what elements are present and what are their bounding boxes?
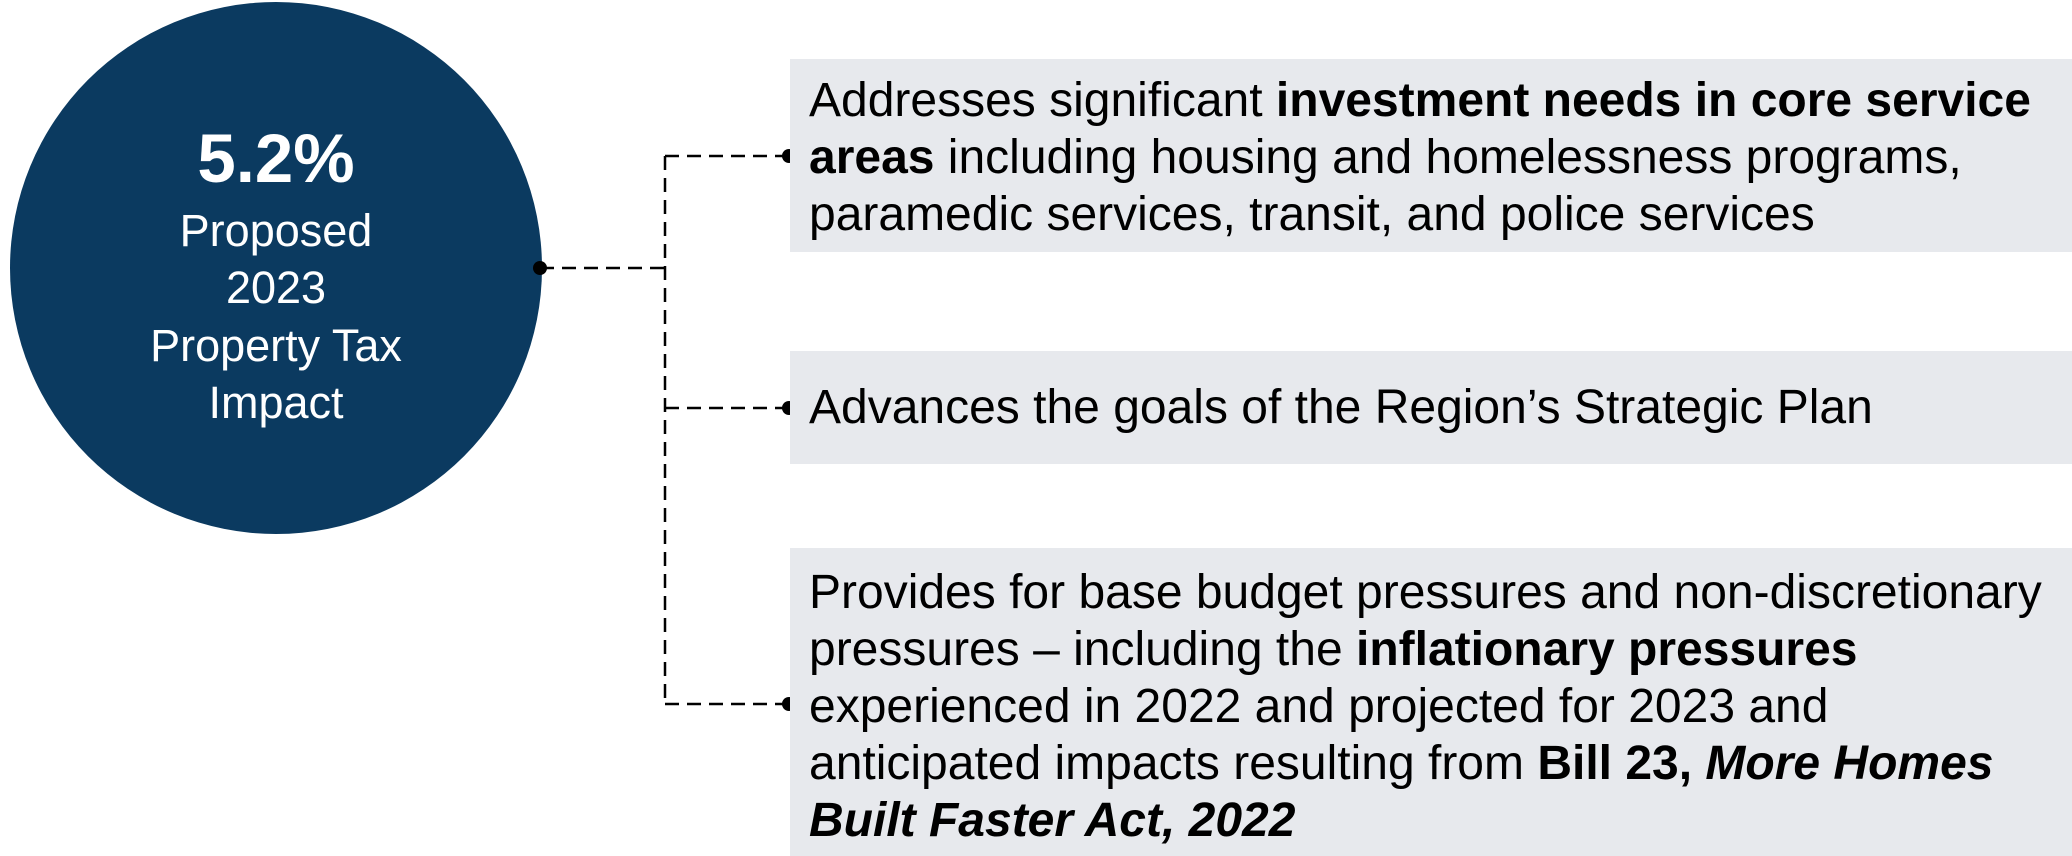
item-box: Addresses significant investment needs i… <box>790 59 2072 252</box>
item-box: Advances the goals of the Region’s Strat… <box>790 351 2072 464</box>
text-run: Bill 23, <box>1537 737 1706 790</box>
impact-label-line: Proposed <box>179 205 373 256</box>
text-run: investment needs in core service areas <box>809 74 2031 184</box>
impact-value: 5.2% <box>197 120 355 197</box>
item-text: Advances the goals of the Region’s Strat… <box>809 379 1873 436</box>
connectors <box>540 154 789 706</box>
text-run: Advances the goals of the Region’s Strat… <box>809 381 1873 434</box>
text-run: inflationary pressures <box>1355 623 1858 676</box>
impact-circle <box>10 2 542 534</box>
item-box: Provides for base budget pressures and n… <box>790 548 2072 856</box>
text-run: experienced in 2022 and projected for 20… <box>809 680 1829 790</box>
item-text: Addresses significant investment needs i… <box>809 72 2050 243</box>
text-run: More Homes Built Faster Act, 2022 <box>809 737 1994 847</box>
text-run: Addresses significant <box>809 74 1276 127</box>
impact-label-line: Property Tax <box>150 320 402 371</box>
impact-label-line: 2023 <box>225 262 327 313</box>
impact-label-line: Impact <box>208 377 344 428</box>
text-run: including housing and homelessness progr… <box>809 131 1962 241</box>
item-text: Provides for base budget pressures and n… <box>809 564 2050 849</box>
text-run: Provides for base budget pressures and n… <box>809 566 2042 676</box>
